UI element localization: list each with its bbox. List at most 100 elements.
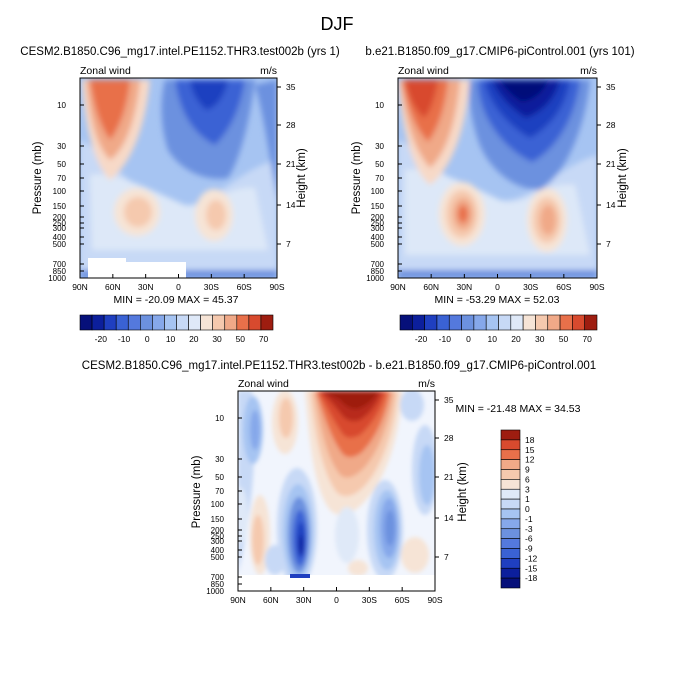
panel-1-colorbar-box: [248, 314, 262, 331]
panel-1-y2-tick-label: 7: [286, 239, 291, 249]
panel-3-colorbar-box: [500, 429, 521, 441]
panel-3-colorbar-label: 9: [525, 465, 530, 475]
panel-3-y-tick-label: 700: [211, 573, 225, 582]
panel-3-colorbar-box: [500, 508, 521, 520]
panel-2-colorbar-box: [559, 314, 573, 331]
panel-3-right-label: m/s: [418, 378, 435, 390]
panel-3-y-label: Pressure (mb): [191, 455, 203, 528]
panel-3-colorbar-box: [500, 567, 521, 579]
panel-1-y2-tick-label: 14: [286, 200, 296, 210]
panel-3-x-tick-label: 0: [334, 595, 339, 605]
panel-3-y-tick-label: 400: [211, 546, 225, 555]
panel-3-colorbar-label: 18: [525, 435, 535, 445]
panel-2-colorbar-box: [498, 314, 512, 331]
panel-3-y2-tick-label: 28: [444, 433, 454, 443]
panel-2-colorbar-box: [412, 314, 425, 331]
panel-2-y-tick-label: 850: [371, 267, 385, 276]
panel-3-x-tick-label: 60S: [395, 595, 410, 605]
panel-2-colorbar-label: 10: [488, 334, 498, 344]
panel-2-y-tick-label: 700: [371, 260, 385, 269]
panel-3-colorbar-label: -9: [525, 544, 533, 554]
panel-3-x-tick-label: 30N: [296, 595, 312, 605]
panel-1-y-tick-label: 150: [53, 202, 67, 211]
panel-3-y2-tick-label: 7: [444, 552, 449, 562]
panel-2-y2-label: Height (km): [617, 148, 629, 208]
panel-2-colorbar-box: [399, 314, 413, 331]
panel-2-colorbar-box: [510, 314, 524, 331]
panel-3-colorbar-box: [500, 469, 521, 480]
panel-1-colorbar-box: [224, 314, 238, 331]
panel-1-colorbar-box: [236, 314, 250, 331]
panel-1-y-tick-label: 100: [53, 187, 67, 196]
panel-2-stats: MIN = -53.29 MAX = 52.03: [435, 294, 560, 306]
panel-2-x-tick-label: 0: [495, 282, 500, 292]
panel-3-y-tick-label: 250: [211, 532, 225, 541]
panel-1-colorbar-label: -20: [95, 334, 108, 344]
panel-1-y-tick-label: 1000: [48, 274, 66, 283]
panel-2-contour-field: [398, 78, 597, 278]
panel-3-colorbar-box: [500, 548, 521, 559]
panel-1-y-tick-label: 400: [53, 233, 67, 242]
panel-2-x-tick-label: 60S: [556, 282, 571, 292]
panel-1-colorbar-box: [91, 314, 105, 331]
panel-1-y-label: Pressure (mb): [32, 141, 44, 214]
panel-1-y-tick-label: 850: [53, 267, 67, 276]
panel-2-y-tick-label: 100: [371, 187, 385, 196]
panel-2-colorbar-label: 0: [466, 334, 471, 344]
panel-3-x-tick-label: 90S: [427, 595, 442, 605]
panel-2-left-label: Zonal wind: [398, 65, 449, 77]
panel-3-colorbar-box: [500, 498, 521, 510]
panel-3-colorbar-box: [500, 488, 521, 500]
panel-1-colorbar-box: [115, 314, 129, 331]
panel-3-y-tick-label: 70: [215, 487, 224, 496]
panel-3-colorbar-box: [500, 439, 521, 451]
panel-3-colorbar-label: 0: [525, 504, 530, 514]
panel-2: b.e21.B1850.f09_g17.CMIP6-piControl.001 …: [351, 46, 635, 344]
panel-2-colorbar-label: -10: [439, 334, 452, 344]
panel-1-colorbar-box: [152, 314, 165, 331]
panel-3-colorbar-label: 3: [525, 484, 530, 494]
panel-1-y-tick-label: 10: [57, 101, 66, 110]
panel-1-colorbar-label: 0: [145, 334, 150, 344]
panel-3-contour-field: [238, 391, 435, 591]
panel-2-y2-tick-label: 21: [606, 159, 616, 169]
panel-3: CESM2.B1850.C96_mg17.intel.PE1152.THR3.t…: [82, 360, 596, 605]
panel-1-colorbar-label: 70: [259, 334, 269, 344]
panel-2-y-tick-label: 400: [371, 233, 385, 242]
panel-1-colorbar-box: [164, 314, 177, 331]
panel-2-y-tick-label: 150: [371, 202, 385, 211]
panel-3-colorbar-label: 12: [525, 455, 535, 465]
panel-2-y-tick-label: 1000: [366, 274, 384, 283]
panel-1-y-tick-label: 70: [57, 174, 66, 183]
panel-3-x-tick-label: 60N: [263, 595, 279, 605]
panel-1-colorbar-label: 10: [166, 334, 176, 344]
panel-3-colorbar-label: -1: [525, 514, 533, 524]
panel-1-colorbar-box: [103, 314, 117, 331]
panel-1-colorbar-label: 30: [212, 334, 222, 344]
panel-1-y2-tick-label: 35: [286, 82, 296, 92]
panel-3-y-tick-label: 1000: [206, 587, 224, 596]
panel-3-y-tick-label: 850: [211, 580, 225, 589]
panel-3-y2-tick-label: 14: [444, 513, 454, 523]
panel-2-y-tick-label: 10: [375, 101, 384, 110]
panel-1-left-label: Zonal wind: [80, 65, 131, 77]
panel-3-colorbar-label: -18: [525, 573, 538, 583]
panel-2-y2-tick-label: 28: [606, 120, 616, 130]
panel-3-colorbar-label: 1: [525, 494, 530, 504]
panel-1-colorbar-label: 50: [236, 334, 246, 344]
panel-1-y-tick-label: 250: [53, 219, 67, 228]
panel-3-x-tick-label: 30S: [362, 595, 377, 605]
panel-1-x-tick-label: 90N: [72, 282, 88, 292]
panel-1-colorbar: -20 -10 0 10 20 30 50 70: [79, 314, 274, 344]
panel-1-x-tick-label: 60N: [105, 282, 121, 292]
panel-2-colorbar-box: [584, 314, 598, 331]
panel-1-contour-field: [80, 78, 277, 278]
panel-3-y-tick-label: 500: [211, 553, 225, 562]
panel-3-colorbar-label: 15: [525, 445, 535, 455]
panel-1-colorbar-box: [212, 314, 226, 331]
panel-2-colorbar-label: 30: [535, 334, 545, 344]
panel-3-colorbar-box: [500, 528, 521, 539]
panel-1: CESM2.B1850.C96_mg17.intel.PE1152.THR3.t…: [20, 46, 340, 344]
panel-1-y2-tick-label: 21: [286, 159, 296, 169]
panel-3-y-tick-label: 50: [215, 473, 224, 482]
